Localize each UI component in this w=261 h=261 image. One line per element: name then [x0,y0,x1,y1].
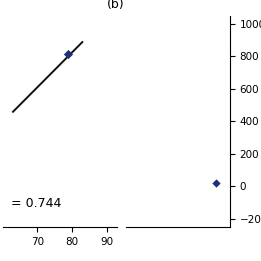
Point [213,181,218,185]
Text: = 0.744: = 0.744 [11,197,62,210]
Text: (b): (b) [107,0,124,11]
Point [66,52,70,56]
